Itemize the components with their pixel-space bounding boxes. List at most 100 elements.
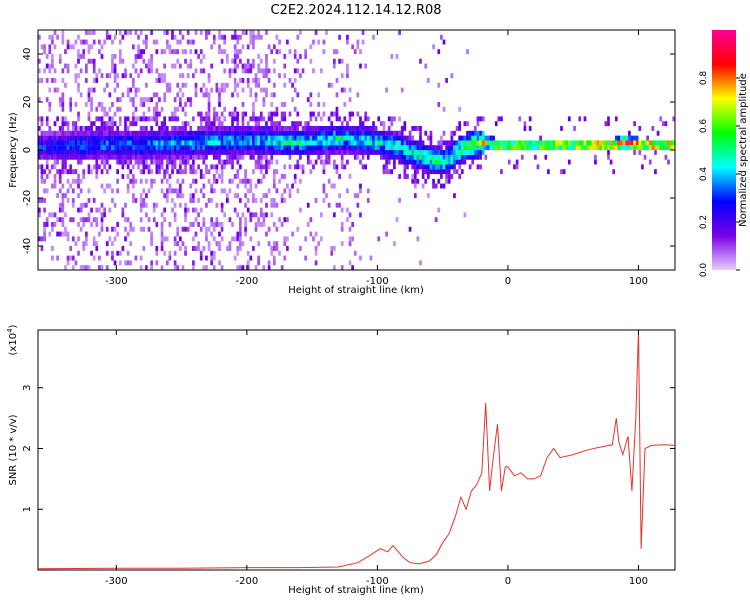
spectrogram-cell	[64, 145, 67, 151]
spectrogram-cell	[241, 150, 245, 155]
spectrogram-cell	[656, 140, 660, 146]
spectrogram-cell	[259, 154, 263, 160]
spectrogram-cell	[90, 207, 93, 213]
spectrogram-cell	[121, 207, 125, 213]
spectrogram-cell	[131, 82, 135, 88]
spectrogram-cell	[309, 217, 313, 223]
spectrogram-cell	[259, 169, 263, 175]
spectrogram-cell	[288, 111, 292, 117]
spectrogram-cell	[66, 188, 70, 194]
spectrogram-cell	[150, 183, 153, 189]
spectrogram-cell	[304, 126, 307, 131]
spectrogram-cell	[79, 150, 83, 155]
spectrogram-cell	[207, 73, 211, 79]
spectrogram-x-axis: -300 -200 -100 0 100	[105, 30, 648, 287]
spectrogram-cell	[259, 159, 263, 165]
spectrogram-cell	[56, 255, 59, 261]
spectrogram-cell	[92, 39, 96, 45]
spectrogram-cell	[440, 174, 443, 179]
spectrogram-cell	[272, 145, 276, 151]
spectrogram-cell	[58, 140, 62, 146]
spectrogram-cell	[288, 126, 292, 131]
spectrogram-cell	[90, 222, 93, 227]
spectrogram-cell	[74, 241, 78, 247]
spectrogram-cell	[236, 121, 240, 127]
spectrogram-cell	[223, 106, 227, 112]
spectrogram-cell	[223, 68, 227, 74]
spectrogram-cell	[79, 265, 83, 271]
spectrogram-cell	[236, 130, 240, 136]
spectrogram-cell	[479, 150, 482, 155]
spectrogram-cell	[118, 39, 122, 45]
spectrogram-cell	[92, 58, 96, 64]
spectrogram-cell	[218, 154, 221, 160]
spectrogram-cell	[581, 140, 584, 146]
spectrogram-cell	[194, 49, 198, 55]
spectrogram-cell	[233, 174, 237, 179]
spectrogram-cell	[299, 54, 302, 59]
spectrogram-cell	[494, 140, 498, 146]
spectrogram-cell	[437, 150, 441, 155]
spectrogram-cell	[246, 250, 250, 256]
spectrogram-cell	[40, 130, 44, 136]
spectrogram-cell	[181, 140, 185, 146]
spectrogram-cell	[194, 140, 198, 146]
spectrogram-cell	[272, 183, 276, 189]
spectrogram-cell	[84, 130, 88, 136]
spectrogram-cell	[58, 207, 62, 213]
spectrogram-cell	[578, 145, 582, 151]
spectrogram-cell	[205, 164, 208, 170]
spectrogram-cell	[124, 126, 127, 131]
spectrogram-cell	[267, 140, 271, 146]
spectrogram-cell	[604, 140, 608, 146]
spectrogram-cell	[249, 183, 253, 189]
spectrogram-cell	[105, 145, 109, 151]
spectrogram-cell	[442, 140, 446, 146]
spectrogram-cell	[142, 97, 146, 103]
spectrogram-cell	[473, 135, 477, 141]
spectrogram-cell	[322, 49, 326, 55]
spectrogram-cell	[272, 174, 276, 179]
spectrogram-cell	[205, 255, 208, 261]
spectrogram-cell	[265, 30, 268, 35]
spectrogram-cell	[134, 106, 138, 112]
spectrogram-cell	[87, 145, 91, 151]
spectrogram-cell	[348, 226, 352, 232]
spectrogram-cell	[458, 164, 462, 170]
spectrogram-cell	[64, 63, 67, 69]
spectrogram-cell	[173, 188, 177, 194]
spectrogram-cell	[382, 169, 386, 175]
spectrogram-cell	[176, 169, 180, 175]
spectrogram-cell	[189, 222, 193, 227]
spectrogram-cell	[160, 222, 164, 227]
spectrogram-cell	[628, 140, 631, 146]
spectrogram-cell	[233, 236, 237, 242]
spectrogram-cell	[126, 30, 130, 35]
spectrogram-cell	[233, 130, 237, 136]
spectrogram-cell	[231, 159, 234, 165]
spectrogram-cell	[218, 150, 221, 155]
spectrogram-cell	[147, 58, 151, 64]
spectrogram-cell	[468, 164, 472, 170]
spectrogram-cell	[163, 49, 167, 55]
spectrogram-cell	[58, 97, 62, 103]
spectrogram-cell	[121, 34, 125, 40]
spectrogram-cell	[71, 198, 75, 203]
spectrogram-cell	[416, 126, 420, 131]
spectrogram-cell	[333, 145, 336, 151]
spectrogram-cell	[100, 140, 104, 146]
spectrogram-cell	[497, 116, 501, 122]
spectrogram-cell	[306, 97, 310, 103]
spectrogram-cell	[77, 126, 80, 131]
spectrogram-cell	[346, 126, 349, 131]
spectrogram-cell	[207, 145, 211, 151]
spectrogram-cell	[591, 145, 595, 151]
spectrogram-cell	[215, 217, 219, 223]
spectrogram-cell	[306, 126, 310, 131]
spectrogram-cell	[197, 150, 200, 155]
spectrogram-cell	[218, 159, 221, 165]
spectrogram-cell	[406, 140, 409, 146]
spectrogram-cell	[288, 130, 292, 136]
spectrogram-cell	[288, 49, 292, 55]
spectrogram-cell	[262, 212, 266, 218]
